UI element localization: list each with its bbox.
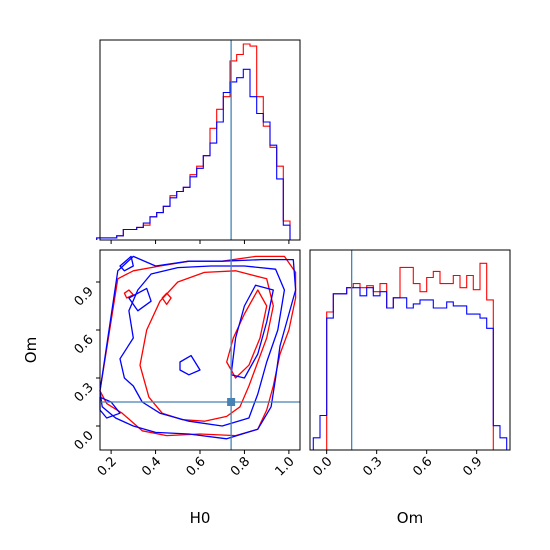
h0-tick-label: 0.6 — [184, 454, 209, 479]
contour-blue-outer — [99, 255, 297, 440]
om-y-tick-label: 0.3 — [72, 380, 97, 405]
h0-om-contour-panel — [96, 249, 301, 454]
contour-red-inner2 — [226, 289, 268, 379]
contour-blue-inner — [119, 265, 286, 427]
h0-tick-label: 0.8 — [228, 454, 253, 479]
x-axis-label-om: Om — [397, 509, 423, 527]
om-x-tick-label: 0.9 — [460, 454, 485, 479]
truth-marker — [227, 398, 236, 406]
contour-red-blob2 — [123, 289, 134, 299]
om-y-tick-label: 0.0 — [72, 428, 97, 453]
h0-histogram-panel — [96, 39, 301, 244]
contour-blue-blob1 — [179, 354, 201, 376]
axes-frame — [309, 249, 511, 451]
histogram-series-1 — [312, 287, 508, 450]
om-histogram-panel — [309, 249, 511, 454]
om-x-tick-label: 0.0 — [310, 454, 335, 479]
om-x-tick-label: 0.6 — [410, 454, 435, 479]
contour-blue-inner2 — [230, 284, 274, 379]
contour-blue-blob2 — [119, 255, 134, 272]
contour-red-inner — [139, 270, 274, 422]
om-x-tick-label: 0.3 — [360, 454, 385, 479]
contour-blue-blob3 — [128, 287, 152, 312]
contour-red-outer — [99, 255, 297, 437]
om-y-tick-label: 0.6 — [72, 332, 97, 357]
histogram-series-0 — [326, 262, 494, 450]
x-axis-label-h0: H0 — [190, 509, 211, 527]
histogram-series-1 — [96, 68, 291, 240]
histogram-series-0 — [96, 43, 291, 240]
contour-red-blob1 — [161, 292, 172, 306]
y-axis-label-om: Om — [22, 337, 40, 363]
om-y-tick-label: 0.9 — [72, 284, 97, 309]
h0-tick-label: 0.4 — [139, 454, 164, 479]
h0-tick-label: 0.2 — [95, 454, 120, 479]
h0-tick-label: 1.0 — [272, 454, 297, 479]
